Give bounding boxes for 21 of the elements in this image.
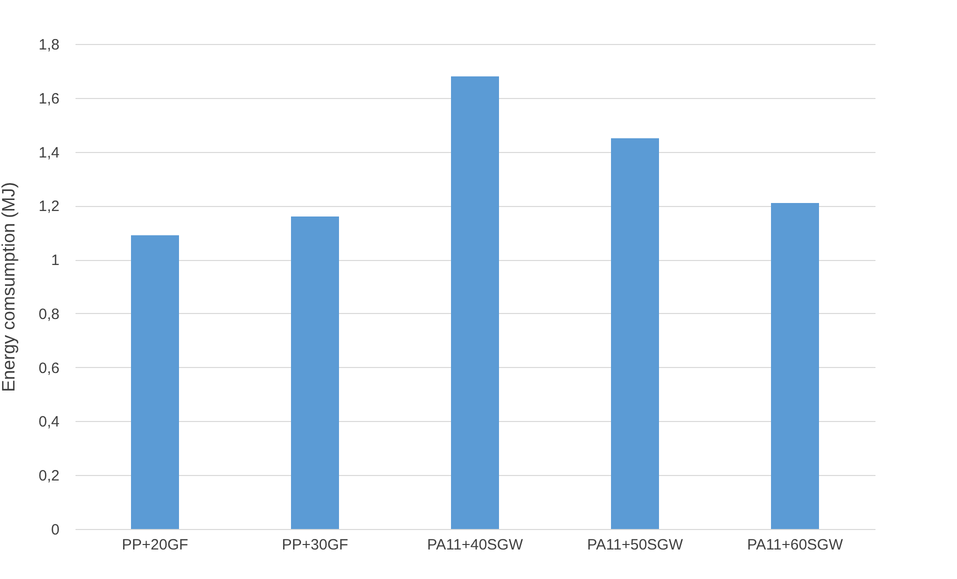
x-tick-label: PA11+40SGW [427, 536, 524, 554]
bar [291, 216, 339, 529]
y-tick-label: 1,4 [38, 144, 60, 162]
y-tick-label: 1 [51, 252, 60, 270]
y-axis-title: Energy comsumption (MJ) [0, 182, 19, 392]
y-tick-label: 1,6 [38, 90, 60, 108]
y-tick-label: 0,8 [38, 306, 60, 323]
x-tick-label: PP+20GF [122, 536, 188, 554]
y-tick-label: 0,4 [38, 414, 60, 431]
y-tick-label: 1,2 [38, 198, 60, 216]
bar [451, 76, 499, 529]
x-tick-label: PP+30GF [282, 536, 348, 554]
bar [131, 235, 179, 529]
bar [611, 138, 659, 529]
bar [771, 202, 819, 529]
y-tick-label: 0,6 [38, 360, 60, 377]
x-tick-label: PA11+60SGW [747, 536, 844, 554]
y-tick-label: 1,8 [38, 36, 60, 54]
x-tick-label: PA11+50SGW [587, 536, 684, 554]
y-tick-label: 0 [51, 522, 60, 538]
y-tick-label: 0,2 [38, 468, 60, 485]
